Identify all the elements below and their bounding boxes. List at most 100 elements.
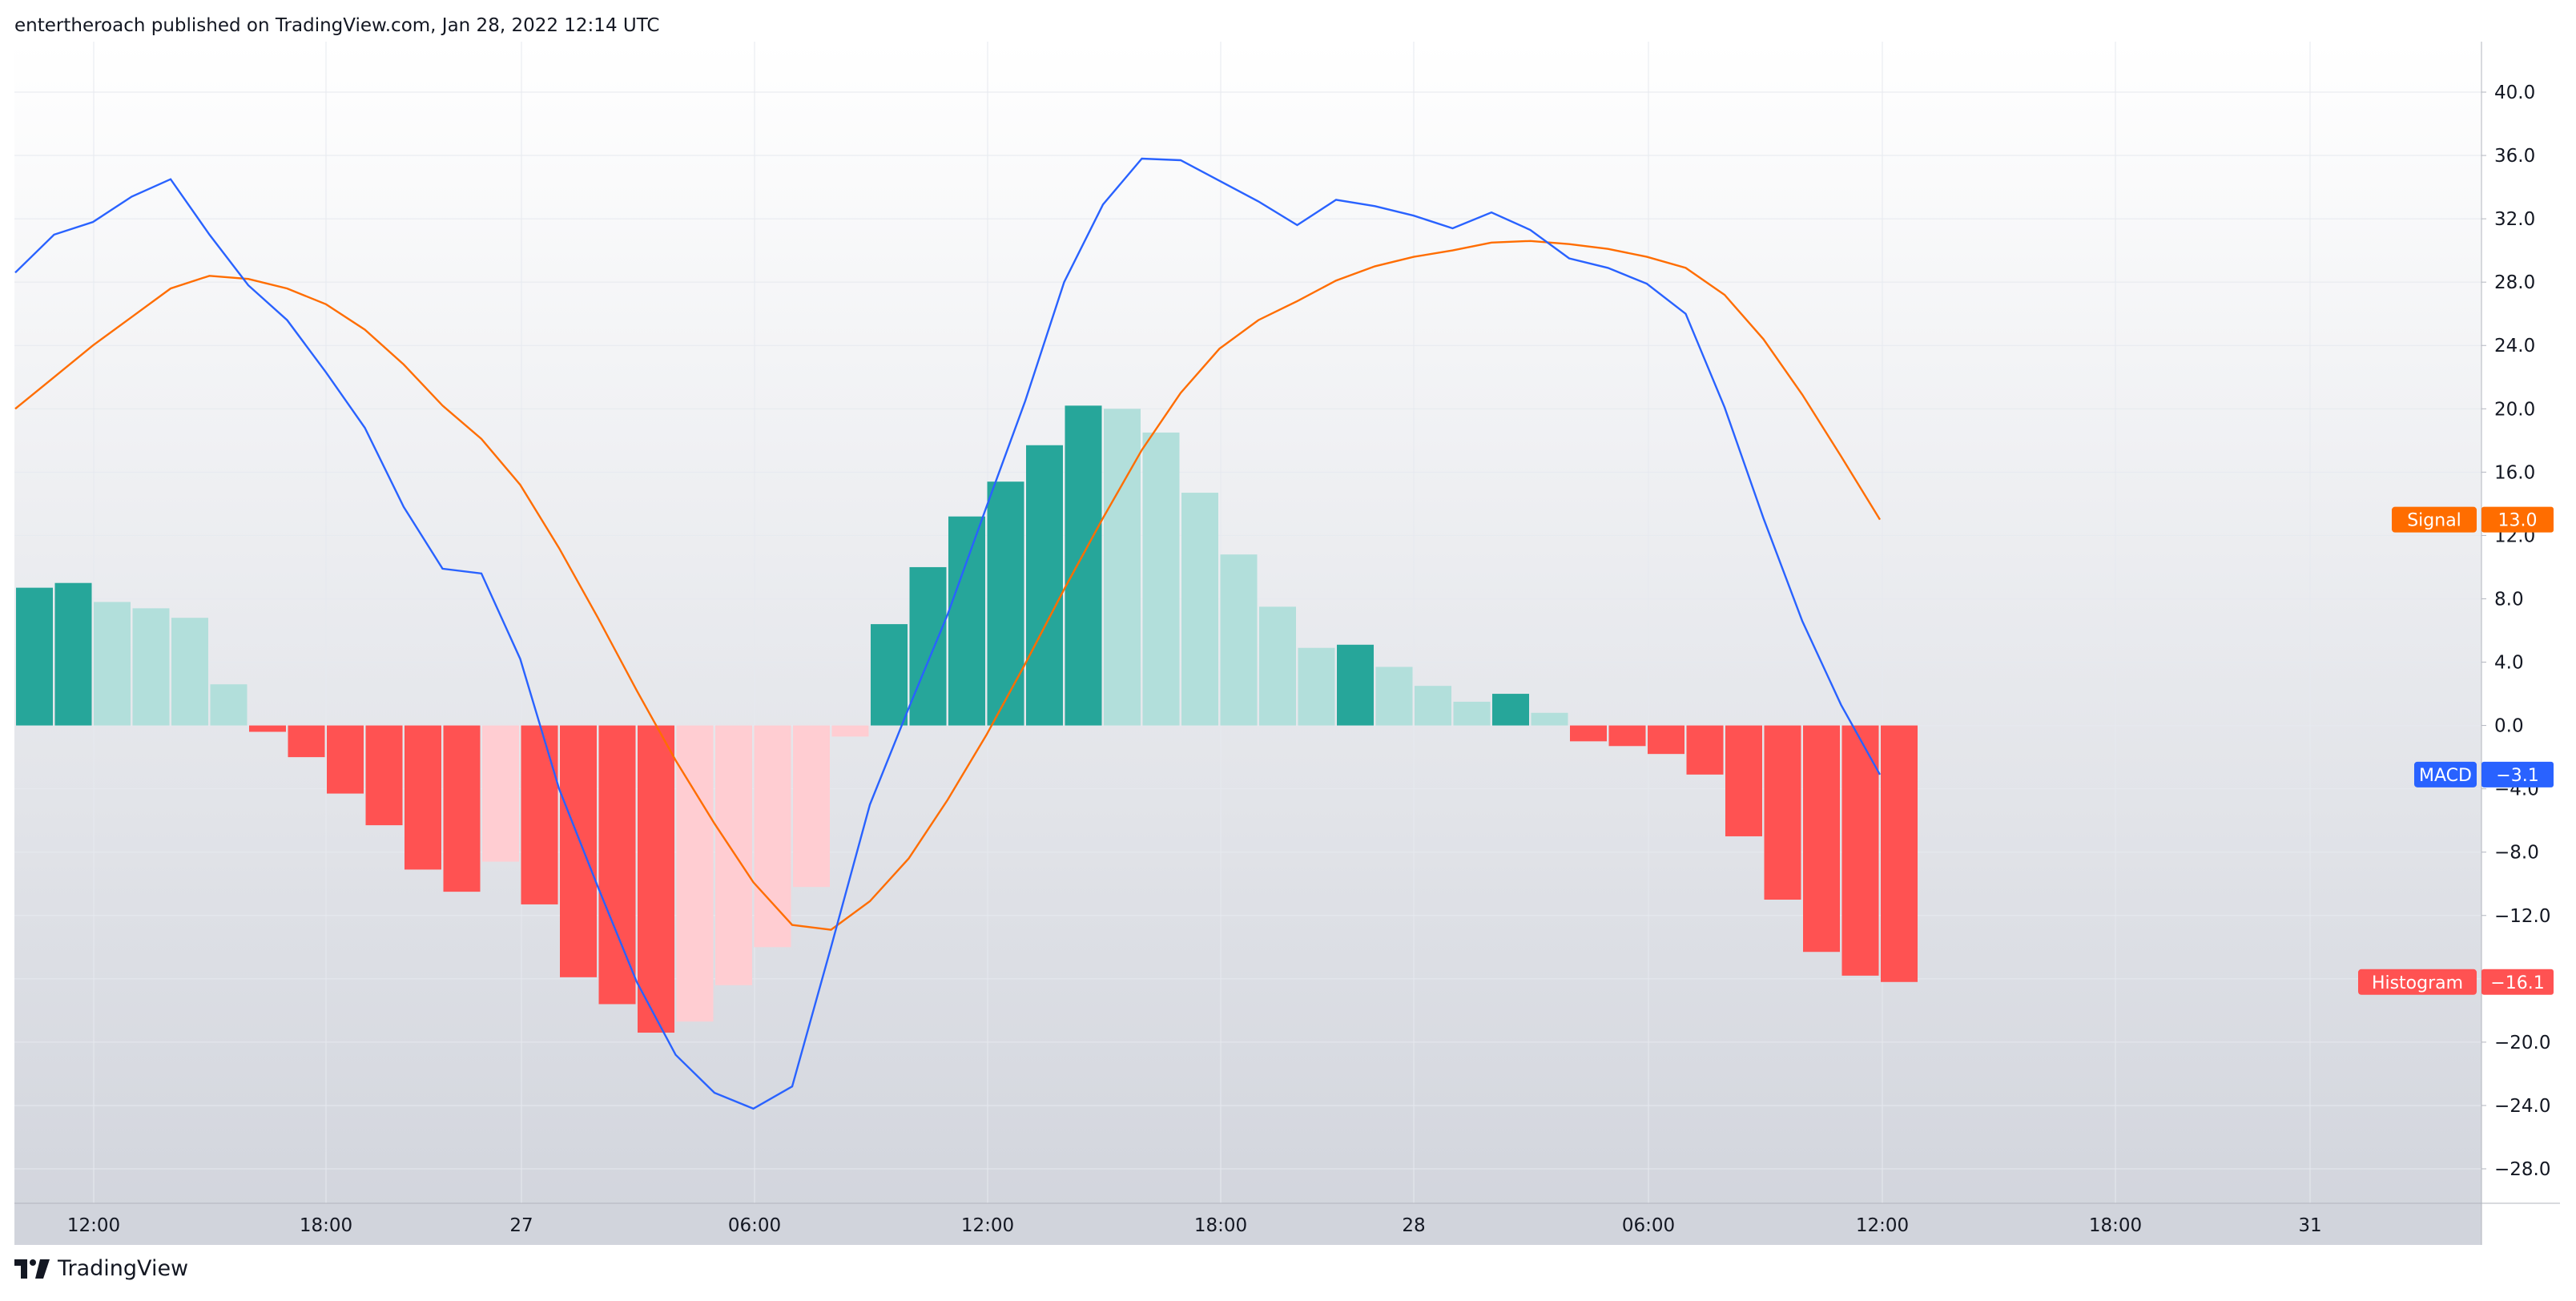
series-name-tag-label: Signal <box>2407 511 2461 531</box>
time-tick-label: 12:00 <box>67 1215 120 1236</box>
series-name-tag <box>2392 506 2477 533</box>
price-tick-label: 36.0 <box>2494 146 2535 167</box>
publish-text: entertheroach published on TradingView.c… <box>14 15 660 36</box>
histogram-bar <box>1492 694 1529 726</box>
histogram-bar <box>1337 644 1374 726</box>
histogram-bar <box>365 725 403 826</box>
price-tick-label: 16.0 <box>2494 462 2535 483</box>
histogram-bar <box>1453 701 1491 726</box>
histogram-bar <box>1686 725 1724 775</box>
time-tick-label: 12:00 <box>961 1215 1014 1236</box>
histogram-bar <box>94 602 131 726</box>
histogram-bar <box>909 566 947 726</box>
price-tick-label: 8.0 <box>2494 589 2524 610</box>
histogram-bar <box>1104 409 1141 726</box>
price-tick-label: −28.0 <box>2494 1159 2550 1180</box>
price-tick-label: 20.0 <box>2494 399 2535 420</box>
histogram-bar <box>132 608 170 726</box>
signal-line <box>14 240 1882 931</box>
histogram-bar <box>521 725 558 904</box>
histogram-bar <box>443 725 481 892</box>
series-name-tag-label: MACD <box>2419 766 2472 786</box>
histogram-bar <box>1841 725 1879 976</box>
series-name-tag <box>2358 969 2477 995</box>
histogram-bar <box>1608 725 1646 747</box>
histogram-bar <box>560 725 597 977</box>
price-tick-label: 4.0 <box>2494 653 2524 674</box>
histogram-bar <box>1570 725 1607 742</box>
series-name-tag <box>2414 761 2477 787</box>
histogram-bar <box>288 725 325 758</box>
histogram-bar <box>1065 405 1102 726</box>
series-value-tag-label: −3.1 <box>2496 766 2538 786</box>
time-tick-label: 31 <box>2298 1215 2321 1236</box>
time-tick-label: 28 <box>1402 1215 1425 1236</box>
histogram-bar <box>754 725 791 948</box>
histogram-bar <box>793 725 830 888</box>
histogram-bar <box>405 725 441 870</box>
value-labels: Signal 13.0 MACD −3.1 Histogram −16.1 <box>2358 506 2554 995</box>
price-tick-label: −8.0 <box>2494 843 2539 864</box>
price-axis-background <box>2481 42 2560 1245</box>
series-value-tag <box>2481 506 2554 533</box>
macd-chart: 40.036.032.028.024.020.016.012.08.04.00.… <box>14 42 2560 1245</box>
histogram-bar <box>54 582 92 726</box>
histogram-bar <box>327 725 364 794</box>
series-value-tag-label: 13.0 <box>2498 511 2538 531</box>
price-tick-label: −12.0 <box>2494 906 2550 927</box>
time-tick-label: 12:00 <box>1856 1215 1909 1236</box>
time-tick-label: 18:00 <box>300 1215 352 1236</box>
price-tick-label: 24.0 <box>2494 336 2535 356</box>
series-value-tag <box>2481 969 2554 995</box>
histogram-bar <box>987 481 1024 726</box>
time-tick-label: 18:00 <box>2089 1215 2142 1236</box>
price-tick-label: 32.0 <box>2494 209 2535 230</box>
histogram-bar <box>1725 725 1762 836</box>
histogram-bar <box>1881 725 1918 982</box>
price-axis[interactable]: 40.036.032.028.024.020.016.012.08.04.00.… <box>2481 83 2550 1180</box>
tradingview-logo-icon <box>14 1259 50 1279</box>
histogram-bar <box>1764 725 1801 900</box>
price-tick-label: 0.0 <box>2494 716 2524 737</box>
series-value-tag <box>2481 761 2554 787</box>
histogram-bar <box>715 725 752 985</box>
histogram-bar <box>1259 606 1296 726</box>
series-value-tag-label: −16.1 <box>2490 973 2544 993</box>
histogram-bar <box>1415 686 1451 726</box>
histogram-bar <box>831 725 869 737</box>
time-axis[interactable]: 12:00 18:00 27 06:00 12:00 18:00 28 06:00 12:00 1… <box>67 1215 2322 1236</box>
price-tick-label: −24.0 <box>2494 1096 2550 1117</box>
time-tick-label: 06:00 <box>728 1215 781 1236</box>
time-tick-label: 27 <box>509 1215 533 1236</box>
publish-info: entertheroach published on TradingView.c… <box>14 11 659 40</box>
histogram-bar <box>171 618 208 726</box>
histogram-bar <box>1803 725 1840 953</box>
histogram-bar <box>482 725 519 862</box>
histogram-bar <box>948 516 985 726</box>
histogram-bar <box>676 725 714 1022</box>
series-name-tag-label: Histogram <box>2372 973 2463 993</box>
histogram-bar <box>1531 712 1568 726</box>
histogram-bar <box>16 587 53 726</box>
histogram-bar <box>249 725 286 732</box>
price-tick-label: −20.0 <box>2494 1033 2550 1053</box>
histogram-bar <box>871 624 908 726</box>
price-tick-label: 28.0 <box>2494 272 2535 293</box>
brand-label: TradingView <box>58 1256 189 1281</box>
histogram-bar <box>1648 725 1684 755</box>
histogram-bar <box>1142 432 1180 726</box>
histogram-bar <box>210 684 248 726</box>
histogram-bar <box>1220 554 1258 726</box>
histogram-bar <box>638 725 674 1033</box>
histogram-bar <box>1026 445 1063 726</box>
histogram-bar <box>1298 647 1335 726</box>
footer-brand[interactable]: TradingView <box>14 1256 188 1281</box>
histogram-bar <box>598 725 636 1005</box>
time-tick-label: 18:00 <box>1194 1215 1247 1236</box>
histogram-bar <box>1375 667 1413 726</box>
grid-lines <box>14 42 2481 1203</box>
histogram-bar <box>1181 493 1218 726</box>
price-tick-label: 40.0 <box>2494 83 2535 103</box>
macd-line <box>14 157 1882 1110</box>
time-axis-background <box>14 1203 2481 1245</box>
